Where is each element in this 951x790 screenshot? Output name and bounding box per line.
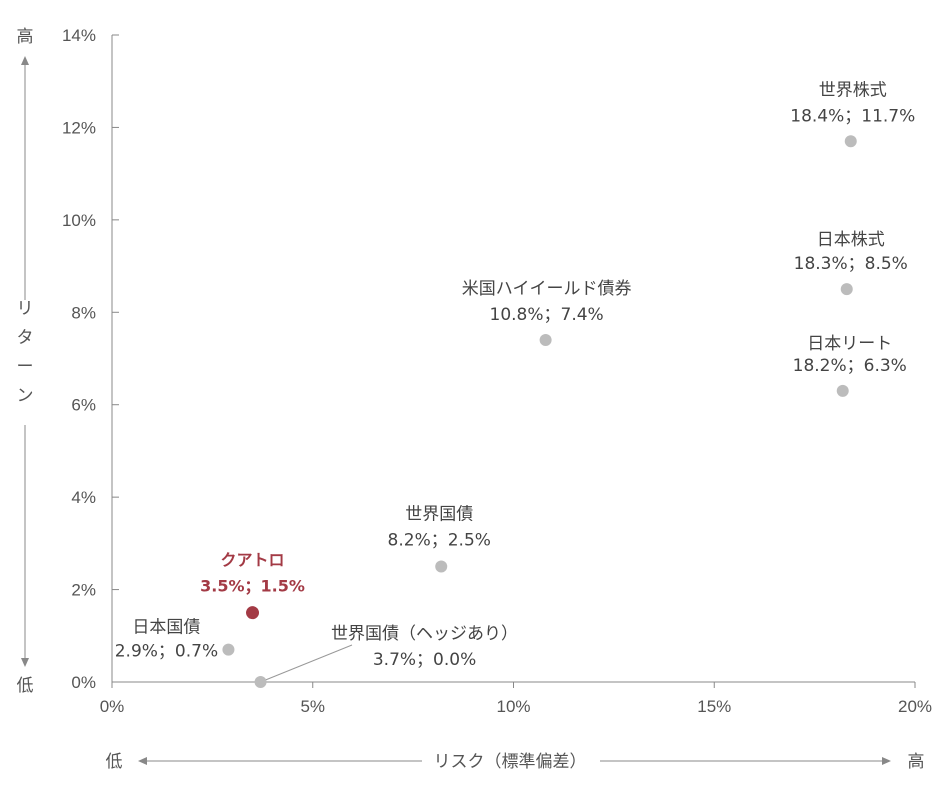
- point-name-label: 世界国債（ヘッジあり）: [331, 624, 518, 644]
- y-tick-label: 4%: [71, 488, 96, 507]
- x-axis-high-label: 高: [908, 752, 925, 772]
- point-name-label: 日本リート: [807, 334, 892, 354]
- point-value-label: 2.9%；0.7%: [115, 642, 218, 662]
- point-value-label: 18.4%；11.7%: [790, 106, 915, 126]
- point-value-label: 3.7%；0.0%: [373, 650, 476, 670]
- data-point: [836, 384, 849, 397]
- y-axis-direction: 高 リターン 低: [17, 27, 34, 696]
- data-point: [844, 135, 857, 148]
- x-tick-label: 10%: [496, 697, 530, 716]
- y-tick-label: 14%: [62, 26, 96, 45]
- point-value-label: 10.8%；7.4%: [490, 305, 604, 325]
- point-name-label: 世界株式: [819, 80, 887, 100]
- data-point: [435, 560, 448, 573]
- point-name-label: 日本株式: [817, 230, 885, 250]
- y-tick-label: 8%: [71, 303, 96, 322]
- y-tick-label: 0%: [71, 673, 96, 692]
- leader-line: [262, 644, 353, 682]
- data-point: [539, 334, 552, 347]
- data-labels: 世界株式 18.4%；11.7% 日本株式 18.3%；8.5% 日本リート18.2%；…: [115, 80, 916, 670]
- y-axis-high-label: 高: [17, 27, 34, 47]
- x-tick-label: 5%: [300, 697, 325, 716]
- point-value-label: 3.5%；1.5%: [200, 577, 305, 596]
- y-tick-label: 10%: [62, 211, 96, 230]
- y-axis-low-label: 低: [17, 676, 34, 696]
- data-point: [222, 643, 235, 656]
- data-point: [254, 676, 267, 688]
- x-ticks: 0% 5% 10% 15% 20%: [100, 682, 932, 716]
- x-tick-label: 20%: [898, 697, 932, 716]
- point-value-label: 18.2%；6.3%: [793, 356, 907, 376]
- x-axis-direction: 低 リスク（標準偏差） 高: [106, 752, 925, 772]
- data-points: [222, 135, 857, 688]
- y-tick-label: 2%: [71, 581, 96, 600]
- point-name-label: 米国ハイイールド債券: [462, 279, 632, 299]
- x-axis-label: リスク（標準偏差）: [434, 752, 587, 772]
- x-tick-label: 15%: [697, 697, 731, 716]
- point-name-label: クアトロ: [221, 551, 285, 570]
- point-value-label: 8.2%；2.5%: [388, 530, 491, 550]
- point-name-label: 日本国債: [132, 618, 200, 638]
- y-arrow-up-icon: [21, 56, 29, 65]
- y-axis-label: リターン: [17, 299, 34, 406]
- y-arrow-down-icon: [21, 658, 29, 667]
- x-axis-low-label: 低: [106, 752, 123, 772]
- highlight-point: [246, 606, 260, 620]
- x-arrow-right-icon: [882, 757, 891, 765]
- y-ticks: 0% 2% 4% 6% 8% 10% 12% 14%: [62, 26, 119, 692]
- x-tick-label: 0%: [100, 697, 125, 716]
- point-value-label: 18.3%；8.5%: [794, 254, 908, 274]
- x-arrow-left-icon: [138, 757, 147, 765]
- point-name-label: 世界国債: [405, 504, 473, 524]
- y-tick-label: 6%: [71, 396, 96, 415]
- y-tick-label: 12%: [62, 118, 96, 137]
- data-point: [840, 283, 853, 296]
